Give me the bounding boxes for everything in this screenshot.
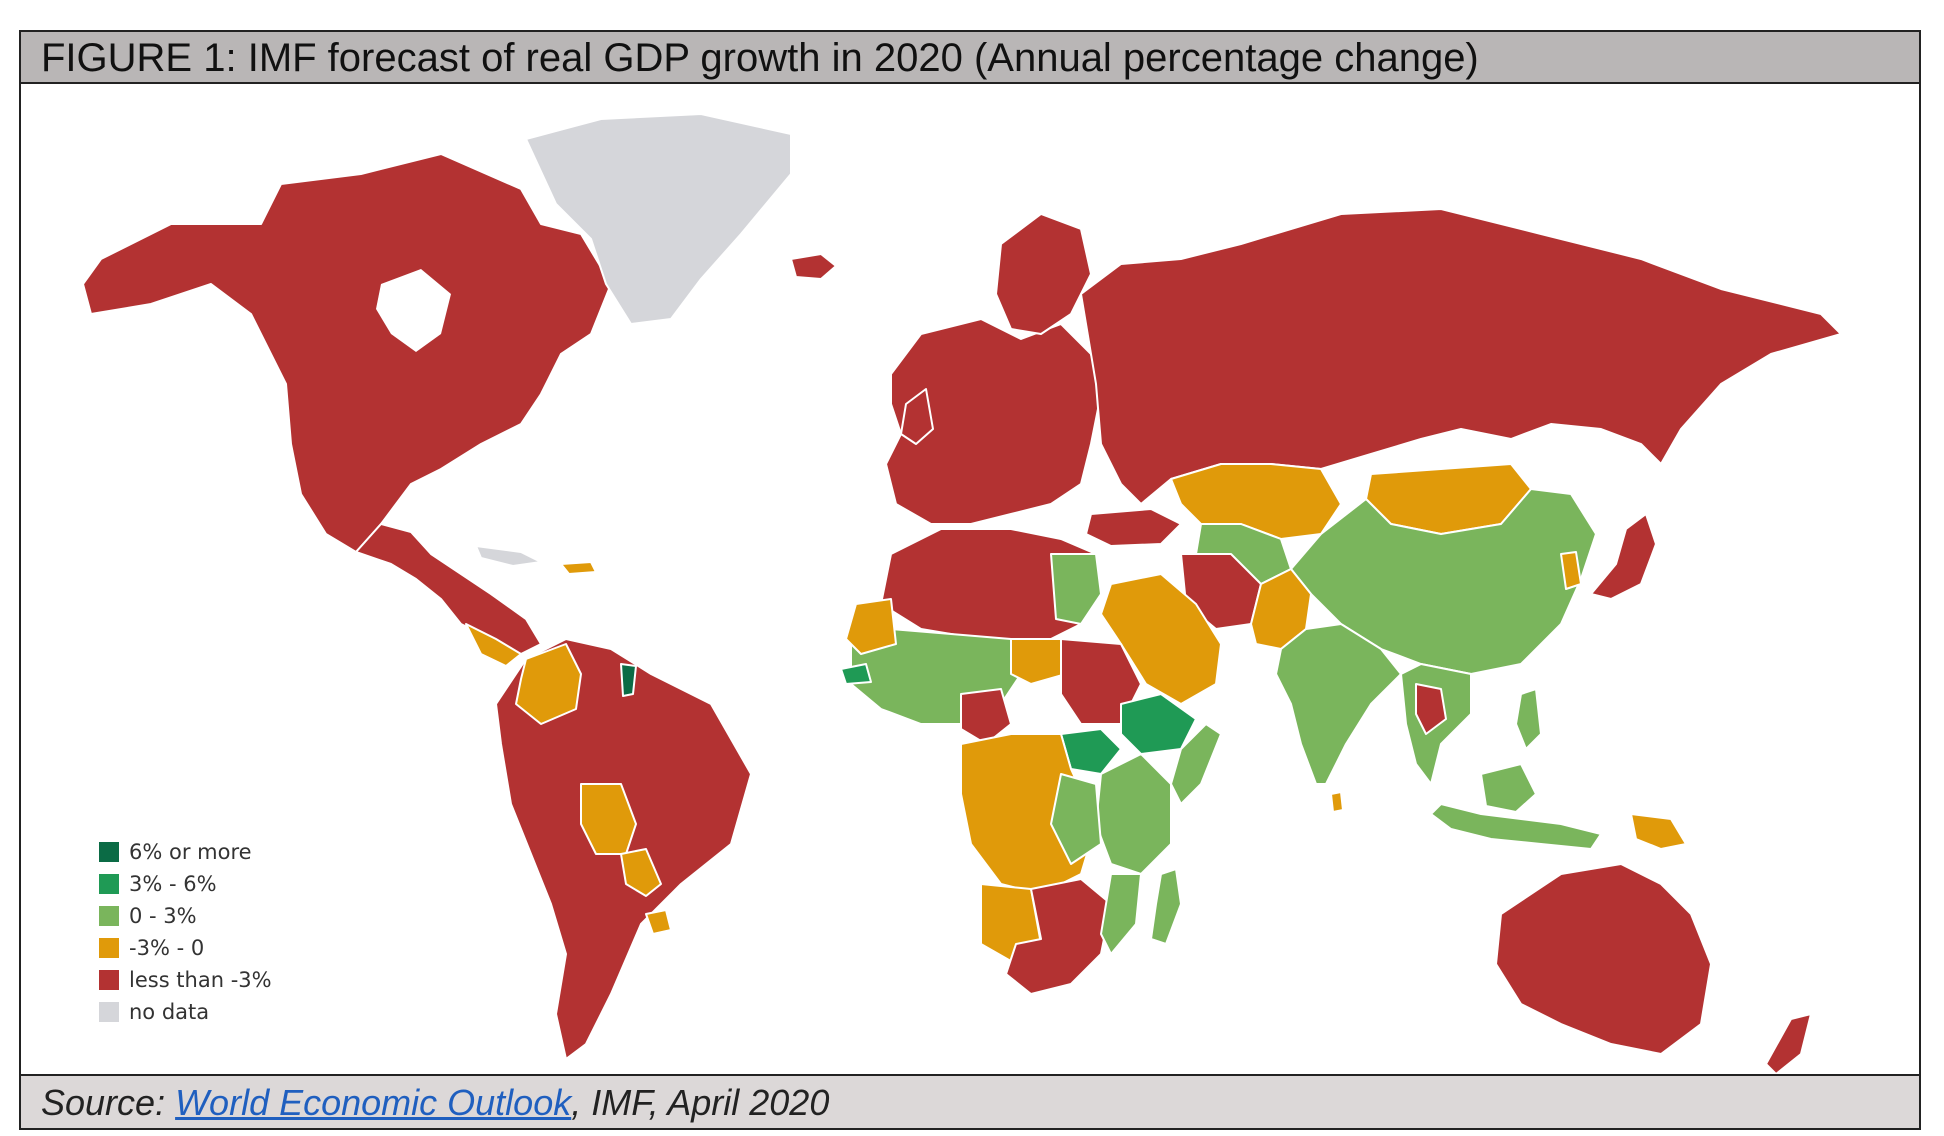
region-iceland xyxy=(790,253,837,280)
source-link[interactable]: World Economic Outlook xyxy=(175,1082,572,1123)
region-thailand xyxy=(1415,683,1447,735)
region-kazakhstan xyxy=(1170,463,1342,540)
region-arabia xyxy=(1100,573,1222,705)
region-egypt xyxy=(1050,553,1102,625)
legend-swatch xyxy=(99,938,119,958)
legend-label: 3% - 6% xyxy=(129,872,217,896)
region-paraguay xyxy=(620,848,662,897)
region-japan xyxy=(1590,513,1657,600)
region-australia xyxy=(1495,863,1712,1055)
figure-frame: FIGURE 1: IMF forecast of real GDP growt… xyxy=(19,30,1921,1130)
region-east-africa xyxy=(1095,753,1172,875)
legend-item: -3% - 0 xyxy=(99,932,272,964)
legend-swatch xyxy=(99,1002,119,1022)
world-map-svg xyxy=(82,113,1842,1075)
region-philippines xyxy=(1515,688,1542,750)
region-mozambique xyxy=(1100,873,1142,955)
region-turkey xyxy=(1085,508,1182,547)
region-papua-new-guinea xyxy=(1630,813,1687,850)
source-bar: Source: World Economic Outlook, IMF, Apr… xyxy=(21,1074,1919,1128)
legend-label: no data xyxy=(129,1000,210,1024)
legend-item: 6% or more xyxy=(99,836,272,868)
region-nigeria xyxy=(960,688,1012,745)
region-caribbean xyxy=(560,561,597,575)
legend-label: -3% - 0 xyxy=(129,936,205,960)
legend-label: 6% or more xyxy=(129,840,252,864)
region-uruguay xyxy=(645,909,672,935)
world-map: 6% or more 3% - 6% 0 - 3% -3% - 0 less t… xyxy=(21,84,1919,1078)
legend-item: less than -3% xyxy=(99,964,272,996)
legend-label: less than -3% xyxy=(129,968,272,992)
source-suffix: , IMF, April 2020 xyxy=(571,1082,830,1123)
source-caption: Source: World Economic Outlook, IMF, Apr… xyxy=(41,1082,829,1124)
region-madagascar xyxy=(1150,868,1182,945)
region-central-america-south xyxy=(465,623,522,667)
title-bar: FIGURE 1: IMF forecast of real GDP growt… xyxy=(21,32,1919,84)
region-greenland xyxy=(525,113,792,325)
region-indonesia xyxy=(1430,803,1602,850)
region-europe xyxy=(885,318,1102,525)
region-china xyxy=(1290,488,1597,675)
source-prefix: Source: xyxy=(41,1082,176,1123)
hudson-bay xyxy=(376,269,451,352)
legend-item: 3% - 6% xyxy=(99,868,272,900)
region-mauritania xyxy=(845,598,897,655)
legend-swatch xyxy=(99,874,119,894)
legend-item: no data xyxy=(99,996,272,1028)
region-guyana xyxy=(620,663,637,697)
region-niger xyxy=(1010,638,1067,685)
region-russia xyxy=(1080,208,1842,505)
region-india xyxy=(1275,623,1402,785)
region-korea xyxy=(1560,551,1582,590)
region-new-zealand xyxy=(1765,1013,1812,1075)
legend-swatch xyxy=(99,906,119,926)
region-scandinavia xyxy=(995,213,1092,335)
region-senegal xyxy=(840,663,872,685)
legend-label: 0 - 3% xyxy=(129,904,197,928)
legend-swatch xyxy=(99,842,119,862)
region-central-america xyxy=(355,523,542,655)
region-borneo xyxy=(1480,763,1537,813)
region-cuba xyxy=(475,545,542,567)
region-sri-lanka xyxy=(1330,791,1344,813)
region-central-africa-east xyxy=(1050,773,1102,865)
region-colombia xyxy=(515,643,582,725)
region-southern-africa xyxy=(1005,878,1112,995)
figure-title: FIGURE 1: IMF forecast of real GDP growt… xyxy=(41,36,1479,80)
legend-item: 0 - 3% xyxy=(99,900,272,932)
legend-swatch xyxy=(99,970,119,990)
map-legend: 6% or more 3% - 6% 0 - 3% -3% - 0 less t… xyxy=(99,836,272,1028)
region-uk xyxy=(900,388,934,445)
region-north-america xyxy=(82,153,612,553)
